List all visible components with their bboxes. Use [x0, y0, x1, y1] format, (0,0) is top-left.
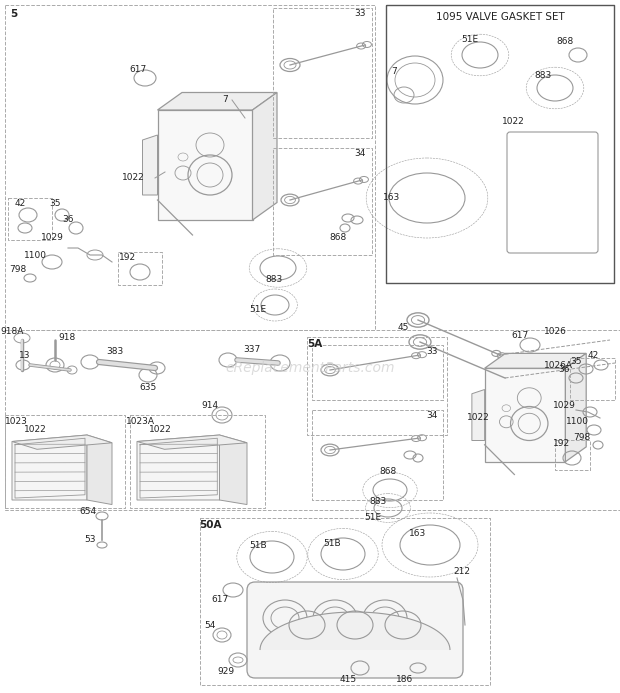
Text: 1026A: 1026A	[544, 360, 572, 369]
Polygon shape	[12, 435, 112, 449]
Text: 1100: 1100	[565, 417, 588, 426]
Text: 5: 5	[11, 9, 17, 19]
Polygon shape	[137, 435, 219, 500]
Text: 1022: 1022	[122, 173, 144, 182]
Text: 163: 163	[383, 193, 401, 202]
Polygon shape	[157, 92, 277, 110]
Text: 1026: 1026	[544, 328, 567, 337]
Text: 45: 45	[397, 324, 409, 333]
Text: 42: 42	[587, 351, 599, 360]
Text: 1029: 1029	[552, 401, 575, 410]
Text: 918A: 918A	[1, 328, 24, 337]
Text: 53: 53	[84, 536, 95, 545]
Text: 33: 33	[354, 10, 366, 19]
Text: 13: 13	[19, 351, 31, 360]
Text: 868: 868	[329, 234, 347, 243]
Text: 868: 868	[556, 37, 574, 46]
Text: 1022: 1022	[24, 426, 46, 435]
Text: 34: 34	[427, 412, 438, 421]
Text: 192: 192	[120, 252, 136, 261]
Text: 5A: 5A	[308, 339, 322, 349]
Polygon shape	[143, 135, 157, 195]
Text: 50A: 50A	[199, 520, 221, 530]
Text: eReplacementParts.com: eReplacementParts.com	[225, 361, 395, 375]
Text: 51B: 51B	[323, 539, 341, 548]
Text: 617: 617	[512, 331, 529, 340]
Text: 383: 383	[107, 347, 123, 356]
Text: 163: 163	[409, 529, 427, 538]
Text: 54: 54	[205, 620, 216, 629]
Text: 868: 868	[379, 468, 397, 477]
Text: 36: 36	[558, 365, 570, 374]
Polygon shape	[260, 612, 450, 650]
Text: 914: 914	[202, 401, 219, 410]
Polygon shape	[137, 435, 247, 449]
Polygon shape	[252, 92, 277, 220]
Text: 929: 929	[218, 667, 234, 676]
Text: 1022: 1022	[467, 414, 489, 423]
Text: 918: 918	[58, 333, 76, 342]
Text: 51B: 51B	[249, 541, 267, 550]
Text: 1022: 1022	[149, 426, 171, 435]
Text: 51E: 51E	[461, 35, 479, 44]
Polygon shape	[87, 435, 112, 505]
Text: 1029: 1029	[40, 234, 63, 243]
Text: 798: 798	[574, 434, 591, 443]
Polygon shape	[472, 389, 485, 441]
Text: 617: 617	[130, 66, 146, 75]
Text: 35: 35	[49, 200, 61, 209]
Text: 192: 192	[554, 439, 570, 448]
Text: 1022: 1022	[502, 118, 525, 127]
FancyBboxPatch shape	[247, 582, 463, 678]
Text: 635: 635	[140, 383, 157, 392]
Text: 337: 337	[244, 346, 260, 355]
Polygon shape	[485, 353, 586, 368]
Text: 7: 7	[222, 96, 228, 105]
Text: 617: 617	[211, 595, 229, 604]
Polygon shape	[219, 435, 247, 505]
Text: 883: 883	[265, 276, 283, 285]
Text: 42: 42	[14, 200, 25, 209]
Text: 7: 7	[391, 67, 397, 76]
Text: 33: 33	[427, 346, 438, 356]
Text: 415: 415	[339, 676, 356, 685]
Text: 36: 36	[62, 216, 74, 225]
Text: 51E: 51E	[365, 514, 381, 523]
Text: 186: 186	[396, 674, 414, 683]
Text: 883: 883	[534, 71, 552, 80]
Text: 212: 212	[453, 568, 471, 577]
Polygon shape	[157, 110, 252, 220]
Text: 1100: 1100	[24, 250, 46, 259]
Polygon shape	[12, 435, 87, 500]
Text: 35: 35	[570, 358, 582, 367]
Polygon shape	[485, 368, 565, 462]
Text: 1023A: 1023A	[125, 417, 154, 426]
Text: 1023: 1023	[4, 417, 27, 426]
Text: 51E: 51E	[249, 306, 267, 315]
Text: 798: 798	[9, 265, 27, 274]
Text: 1095 VALVE GASKET SET: 1095 VALVE GASKET SET	[436, 12, 564, 22]
Text: 883: 883	[370, 498, 387, 507]
Polygon shape	[565, 353, 586, 462]
Text: 34: 34	[354, 150, 366, 159]
Text: 654: 654	[79, 507, 97, 516]
